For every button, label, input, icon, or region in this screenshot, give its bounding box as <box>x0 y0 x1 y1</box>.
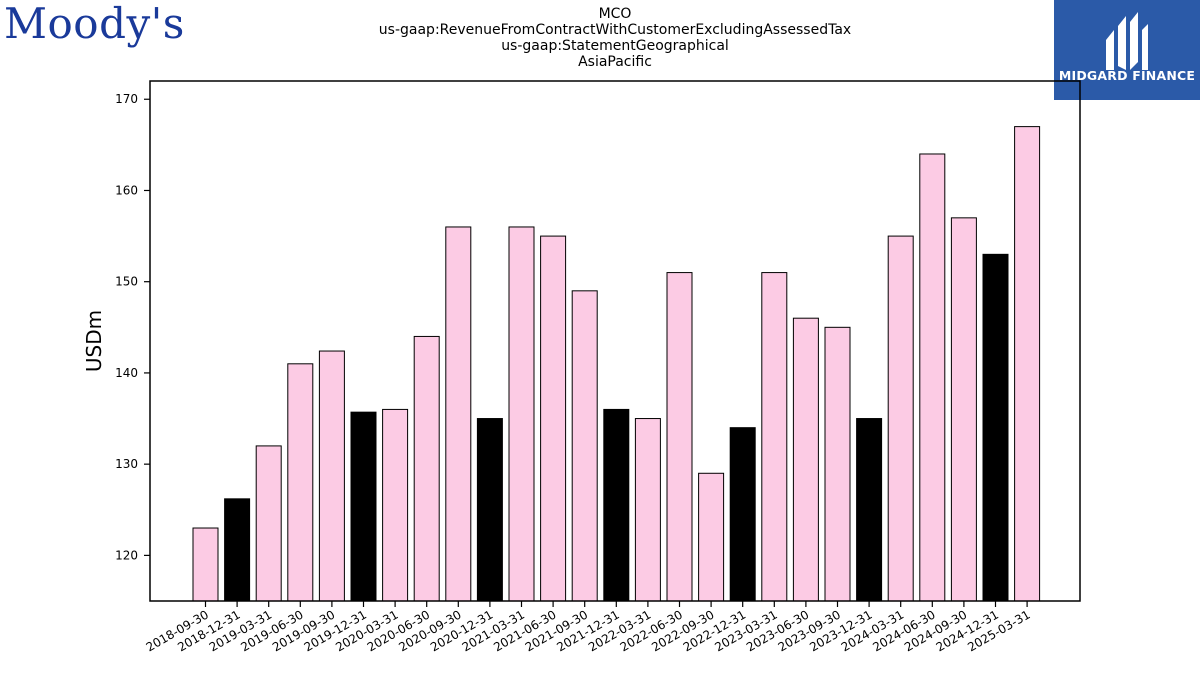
bar-2019-06-30 <box>287 363 314 602</box>
bar-2019-12-31 <box>350 411 377 602</box>
bar-2018-09-30 <box>192 527 219 602</box>
title-line-segment: AsiaPacific <box>578 54 652 70</box>
chart-title: MCO us-gaap:RevenueFromContractWithCusto… <box>0 6 1200 70</box>
bar-2023-06-30 <box>792 317 819 602</box>
bar-2020-09-30 <box>445 226 472 602</box>
bar-2022-06-30 <box>666 272 693 602</box>
y-tick-label-120: 120 <box>115 548 138 562</box>
bar-2020-12-31 <box>476 418 503 602</box>
midgard-finance-logo: MIDGARD FINANCE <box>1054 0 1200 100</box>
bar-2019-09-30 <box>318 350 345 602</box>
bar-2021-12-31 <box>603 408 630 602</box>
y-tick-label-140: 140 <box>115 366 138 380</box>
title-line-ticker: MCO <box>598 6 632 22</box>
plot-frame <box>149 80 1081 602</box>
y-tick-label-130: 130 <box>115 457 138 471</box>
bar-2023-09-30 <box>824 326 851 602</box>
y-axis-label: USDm <box>82 310 106 372</box>
bar-2022-09-30 <box>698 472 725 602</box>
bar-2023-03-31 <box>761 272 788 602</box>
y-tick-label-160: 160 <box>115 183 138 197</box>
bar-2023-12-31 <box>856 418 883 602</box>
bar-2020-03-31 <box>382 408 409 602</box>
title-line-metric: us-gaap:RevenueFromContractWithCustomerE… <box>378 22 852 38</box>
midgard-finance-text: MIDGARD FINANCE <box>1058 68 1196 83</box>
bar-2018-12-31 <box>224 498 251 602</box>
bar-2024-12-31 <box>982 253 1009 602</box>
bar-2021-09-30 <box>571 290 598 602</box>
y-tick-label-150: 150 <box>115 275 138 289</box>
title-line-statement: us-gaap:StatementGeographical <box>501 38 729 54</box>
bar-2022-03-31 <box>634 418 661 602</box>
bar-2020-06-30 <box>413 335 440 602</box>
moodys-logo: Moody's <box>4 0 185 48</box>
bar-2019-03-31 <box>255 445 282 602</box>
bar-2021-03-31 <box>508 226 535 602</box>
y-tick-label-170: 170 <box>115 92 138 106</box>
bar-2025-03-31 <box>1014 126 1041 602</box>
bar-2024-03-31 <box>887 235 914 602</box>
bar-2021-06-30 <box>540 235 567 602</box>
bar-2024-09-30 <box>950 217 977 602</box>
bar-2022-12-31 <box>729 427 756 602</box>
midgard-emblem-icon <box>1106 12 1148 70</box>
bar-2024-06-30 <box>919 153 946 602</box>
